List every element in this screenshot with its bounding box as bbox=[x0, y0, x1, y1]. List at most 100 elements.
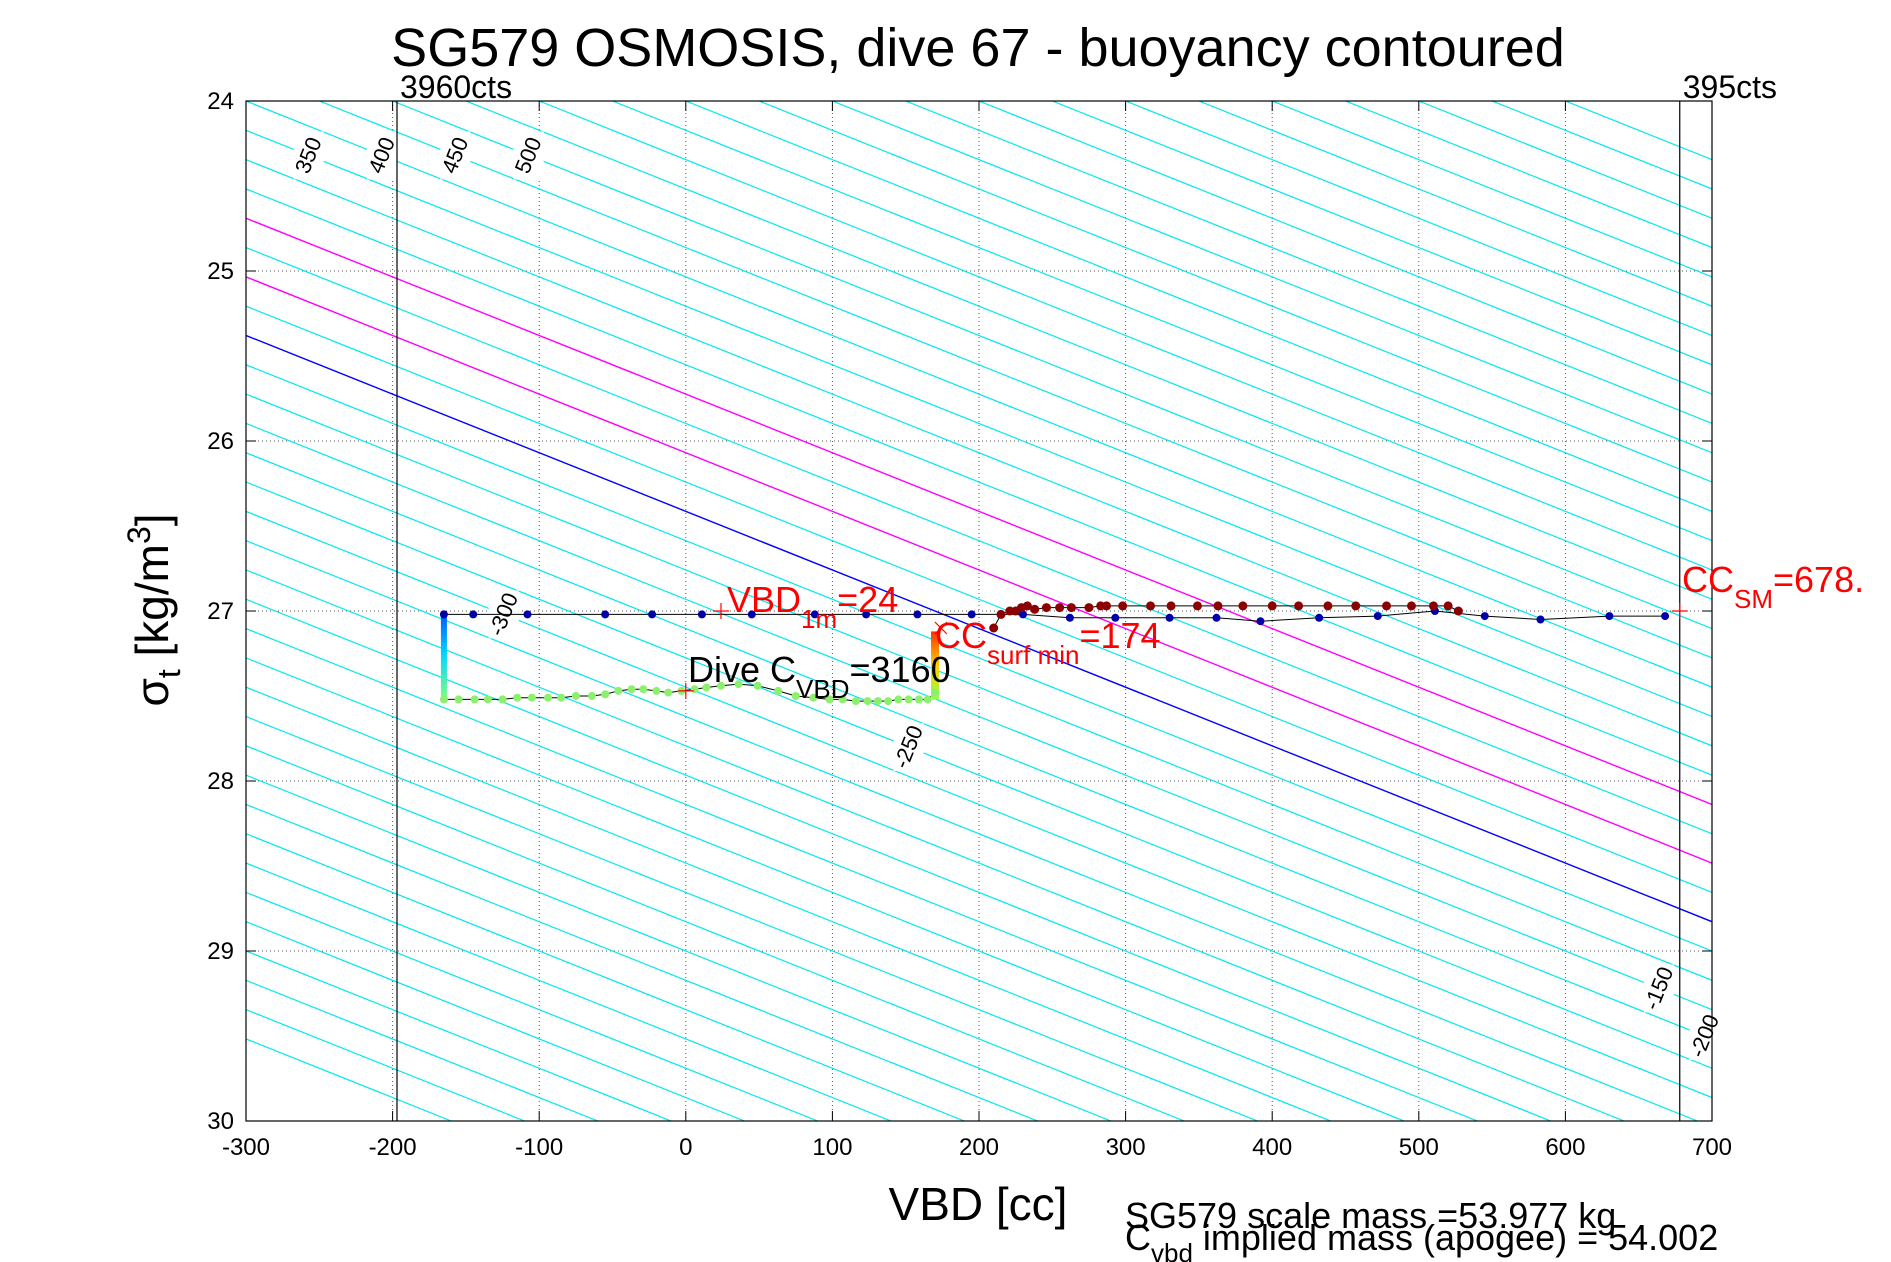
buoyancy-contour-line bbox=[246, 188, 1712, 776]
y-axis-label-sub: t bbox=[151, 669, 187, 678]
maroon-data-point bbox=[996, 609, 1006, 619]
maroon-data-point bbox=[1453, 606, 1463, 616]
green-data-point bbox=[639, 685, 648, 694]
blue-data-point bbox=[1373, 612, 1382, 621]
buoyancy-contour-line bbox=[685, 101, 1712, 512]
buoyancy-contour-line bbox=[246, 246, 1712, 835]
buoyancy-contour-line bbox=[246, 540, 1698, 1121]
maroon-data-point bbox=[1428, 601, 1438, 611]
blue-data-point bbox=[697, 610, 706, 619]
x-tick-label: -100 bbox=[515, 1134, 563, 1161]
buoyancy-contour-line bbox=[1491, 101, 1712, 190]
right-transition-bar bbox=[931, 631, 940, 700]
footer-scale-mass: SG579 scale mass =53.977 kg bbox=[1125, 1195, 1616, 1236]
green-data-point bbox=[809, 693, 818, 702]
buoyancy-contour-line bbox=[246, 276, 1712, 864]
x-tick-label: 300 bbox=[1106, 1134, 1146, 1161]
blue-data-point bbox=[469, 610, 478, 619]
maroon-data-point bbox=[1022, 601, 1032, 611]
buoyancy-contour-line bbox=[246, 745, 1185, 1121]
green-data-point bbox=[527, 693, 536, 702]
buoyancy-contour-line bbox=[246, 334, 1712, 923]
buoyancy-contour-line bbox=[246, 686, 1332, 1121]
y-tick-label: 24 bbox=[207, 88, 234, 115]
footer-implied-mass: Cvbd implied mass (apogee) = 54.002 bbox=[1125, 1217, 1718, 1262]
green-data-point bbox=[838, 695, 847, 704]
green-data-point bbox=[498, 695, 507, 704]
green-data-point bbox=[904, 695, 913, 704]
buoyancy-contour-line bbox=[246, 862, 892, 1121]
x-tick-label: 400 bbox=[1252, 1134, 1292, 1161]
buoyancy-contour-line bbox=[246, 481, 1712, 1069]
buoyancy-contour-line bbox=[246, 158, 1712, 747]
maroon-data-point bbox=[1055, 603, 1065, 613]
blue-data-point bbox=[523, 610, 532, 619]
blue-data-point bbox=[1605, 612, 1614, 621]
green-data-point bbox=[774, 686, 783, 695]
blue-data-point bbox=[1315, 613, 1324, 622]
green-data-point bbox=[543, 693, 552, 702]
green-data-point bbox=[627, 685, 636, 694]
maroon-data-point bbox=[1066, 603, 1076, 613]
blue-data-point bbox=[601, 610, 610, 619]
blue-data-point bbox=[1165, 613, 1174, 622]
y-axis-label-units: [kg/m bbox=[126, 544, 178, 669]
x-axis-label: VBD [cc] bbox=[889, 1178, 1068, 1230]
left-transition-bar bbox=[440, 611, 447, 700]
buoyancy-contour-line bbox=[246, 452, 1712, 1040]
green-data-point bbox=[614, 686, 623, 695]
vbd-1m-marker bbox=[712, 603, 729, 619]
vbd-limit-label: 3960cts bbox=[400, 69, 512, 105]
buoyancy-contour-line bbox=[538, 101, 1712, 571]
contour-label-bg bbox=[367, 131, 398, 180]
annotation-cc-sm: CCSM=678. bbox=[1682, 559, 1864, 614]
blue-data-point bbox=[1065, 613, 1074, 622]
buoyancy-contour-line bbox=[758, 101, 1712, 483]
y-axis-label-close: ] bbox=[126, 513, 178, 526]
green-data-point bbox=[439, 695, 448, 704]
buoyancy-contour-line bbox=[246, 833, 965, 1121]
maroon-data-point bbox=[1294, 601, 1304, 611]
buoyancy-contour-line bbox=[1052, 101, 1712, 366]
axes: -300 -200 -100 0 100 200 300 400 500 600 700 24 25 26… bbox=[207, 88, 1732, 1161]
buoyancy-contour-line bbox=[246, 101, 1712, 688]
y-axis-label: σt [kg/m3] bbox=[121, 513, 187, 706]
blue-data-point bbox=[810, 610, 819, 619]
green-data-point bbox=[863, 697, 872, 706]
maroon-data-point bbox=[1443, 601, 1453, 611]
buoyancy-contour-line bbox=[465, 101, 1712, 600]
maroon-data-point bbox=[1030, 604, 1040, 614]
maroon-data-point bbox=[1118, 601, 1128, 611]
maroon-data-point bbox=[1146, 601, 1156, 611]
green-data-point bbox=[483, 695, 492, 704]
cc-sm-marker bbox=[1671, 603, 1688, 619]
maroon-data-point bbox=[989, 623, 999, 633]
y-tick-label: 27 bbox=[207, 598, 234, 625]
grid-lines bbox=[245, 100, 1713, 1122]
buoyancy-contour-line bbox=[392, 101, 1712, 630]
green-data-point bbox=[702, 683, 711, 692]
buoyancy-contour-line bbox=[246, 803, 1038, 1121]
green-data-point bbox=[734, 680, 743, 689]
green-data-point bbox=[652, 686, 661, 695]
maroon-data-point bbox=[1267, 601, 1277, 611]
green-data-point bbox=[884, 697, 893, 706]
y-tick-label: 29 bbox=[207, 938, 234, 965]
maroon-data-point bbox=[1084, 603, 1094, 613]
contour-label-bg bbox=[513, 131, 544, 180]
annotation-vbd-1m: VBD1m=24 bbox=[727, 579, 898, 634]
green-data-point bbox=[894, 695, 903, 704]
maroon-data-point bbox=[1166, 601, 1176, 611]
maroon-data-point bbox=[1238, 601, 1248, 611]
green-data-point bbox=[664, 688, 673, 697]
green-data-point bbox=[454, 695, 463, 704]
vbd-limit-lines: 3960cts 395cts bbox=[396, 69, 1777, 1121]
blue-data-point bbox=[747, 610, 756, 619]
buoyancy-contour-line bbox=[246, 598, 1551, 1121]
x-tick-label: 100 bbox=[812, 1134, 852, 1161]
maroon-data-point bbox=[1102, 601, 1112, 611]
blue-data-point bbox=[648, 610, 657, 619]
buoyancy-contour-line bbox=[1125, 101, 1712, 337]
x-tick-label: -300 bbox=[222, 1134, 270, 1161]
